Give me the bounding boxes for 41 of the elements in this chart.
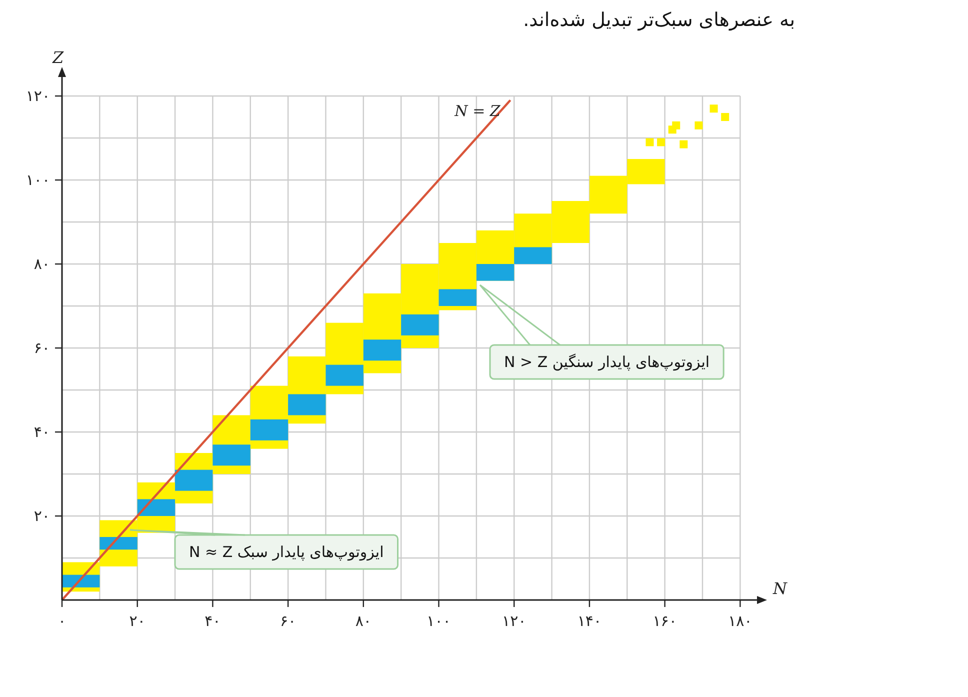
bar [438,289,476,306]
bar [326,364,364,386]
y-tick-label: ۴۰ [34,423,50,441]
y-axis-title: Z [51,48,64,67]
x-tick-label: ۲۰ [129,612,146,630]
point [672,121,680,130]
point [694,121,703,130]
point [646,138,654,146]
x-tick-label: ۶۰ [280,612,296,630]
x-tick-label: ۰ [58,612,66,630]
x-tick-label: ۴۰ [204,612,221,630]
point [657,138,666,146]
y-tick-label: ۱۲۰ [26,87,50,105]
x-tick-label: ۱۴۰ [577,612,602,630]
point [721,113,730,121]
x-axis-title: N [772,579,788,598]
x-tick-label: ۱۲۰ [502,612,526,630]
bar [100,537,138,550]
y-tick-label: ۶۰ [34,339,50,357]
bar [401,314,439,336]
point [680,140,688,148]
point [710,104,718,113]
x-tick-label: ۸۰ [355,612,372,630]
bar [476,264,514,281]
bar [250,419,288,440]
annotation: ایزوتوپ‌های پایدار سبک N ≈ Z [189,543,384,561]
y-tick-label: ۲۰ [34,507,50,525]
text: به عنصرهای سبک‌تر تبدیل شده‌اند. [523,9,795,31]
series-label: N = Z [454,102,501,120]
bar [137,499,176,516]
bar [514,247,552,264]
annotation: ایزوتوپ‌های پایدار سنگین N > Z [504,353,710,371]
x-tick-label: ۱۰۰ [426,612,451,630]
y-tick-label: ۸۰ [34,255,50,273]
bar [212,444,250,466]
x-tick-label: ۱۸۰ [728,612,752,630]
y-tick-label: ۱۰۰ [26,171,50,189]
bar [175,470,213,491]
bar [288,394,326,416]
x-tick-label: ۱۶۰ [652,612,677,630]
bar [363,340,402,361]
